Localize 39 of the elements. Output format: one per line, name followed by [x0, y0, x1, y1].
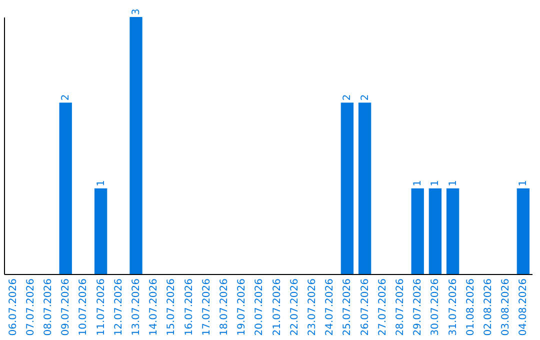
x-tick-label: 06.07.2026 [8, 278, 19, 336]
data-label: 2 [342, 94, 354, 101]
data-label: 2 [360, 94, 371, 101]
data-label: 1 [96, 180, 107, 186]
x-tick-label: 31.07.2026 [448, 278, 459, 336]
x-tick-label: 21.07.2026 [272, 278, 283, 336]
x-tick-label: 24.07.2026 [324, 278, 336, 336]
x-tick-label: 26.07.2026 [360, 278, 371, 336]
x-tick-label: 22.07.2026 [289, 278, 300, 336]
data-label: 1 [412, 180, 424, 186]
x-tick-label: 11.07.2026 [96, 278, 107, 336]
x-tick-label: 19.07.2026 [236, 278, 248, 336]
x-tick-label: 02.08.2026 [483, 278, 494, 336]
x-tick-label: 12.07.2026 [113, 278, 124, 336]
x-tick-label: 16.07.2026 [184, 278, 195, 336]
x-tick-label: 25.07.2026 [342, 278, 354, 336]
data-label: 1 [430, 180, 442, 186]
x-tick-label: 20.07.2026 [254, 278, 266, 336]
x-tick-label: 07.07.2026 [25, 278, 36, 336]
x-tick-label: 04.08.2026 [518, 278, 530, 336]
x-tick-label: 29.07.2026 [412, 278, 424, 336]
x-tick-label: 09.07.2026 [60, 278, 72, 336]
x-tick-label: 03.08.2026 [500, 278, 512, 336]
x-tick-label: 01.08.2026 [465, 278, 476, 336]
x-tick-label: 28.07.2026 [395, 278, 406, 336]
x-tick-label: 27.07.2026 [377, 278, 388, 336]
x-tick-label: 14.07.2026 [148, 278, 160, 336]
data-label: 2 [60, 94, 72, 101]
data-label: 3 [131, 8, 142, 15]
data-label: 1 [448, 180, 459, 186]
x-tick-label: 08.07.2026 [43, 278, 54, 336]
data-label: 1 [518, 180, 530, 186]
x-tick-label: 30.07.2026 [430, 278, 442, 336]
x-tick-label: 15.07.2026 [166, 278, 178, 336]
x-tick-label: 23.07.2026 [307, 278, 318, 336]
x-tick-label: 17.07.2026 [201, 278, 212, 336]
x-tick-label: 18.07.2026 [219, 278, 230, 336]
x-tick-label: 13.07.2026 [131, 278, 142, 336]
x-tick-label: 10.07.2026 [78, 278, 90, 336]
